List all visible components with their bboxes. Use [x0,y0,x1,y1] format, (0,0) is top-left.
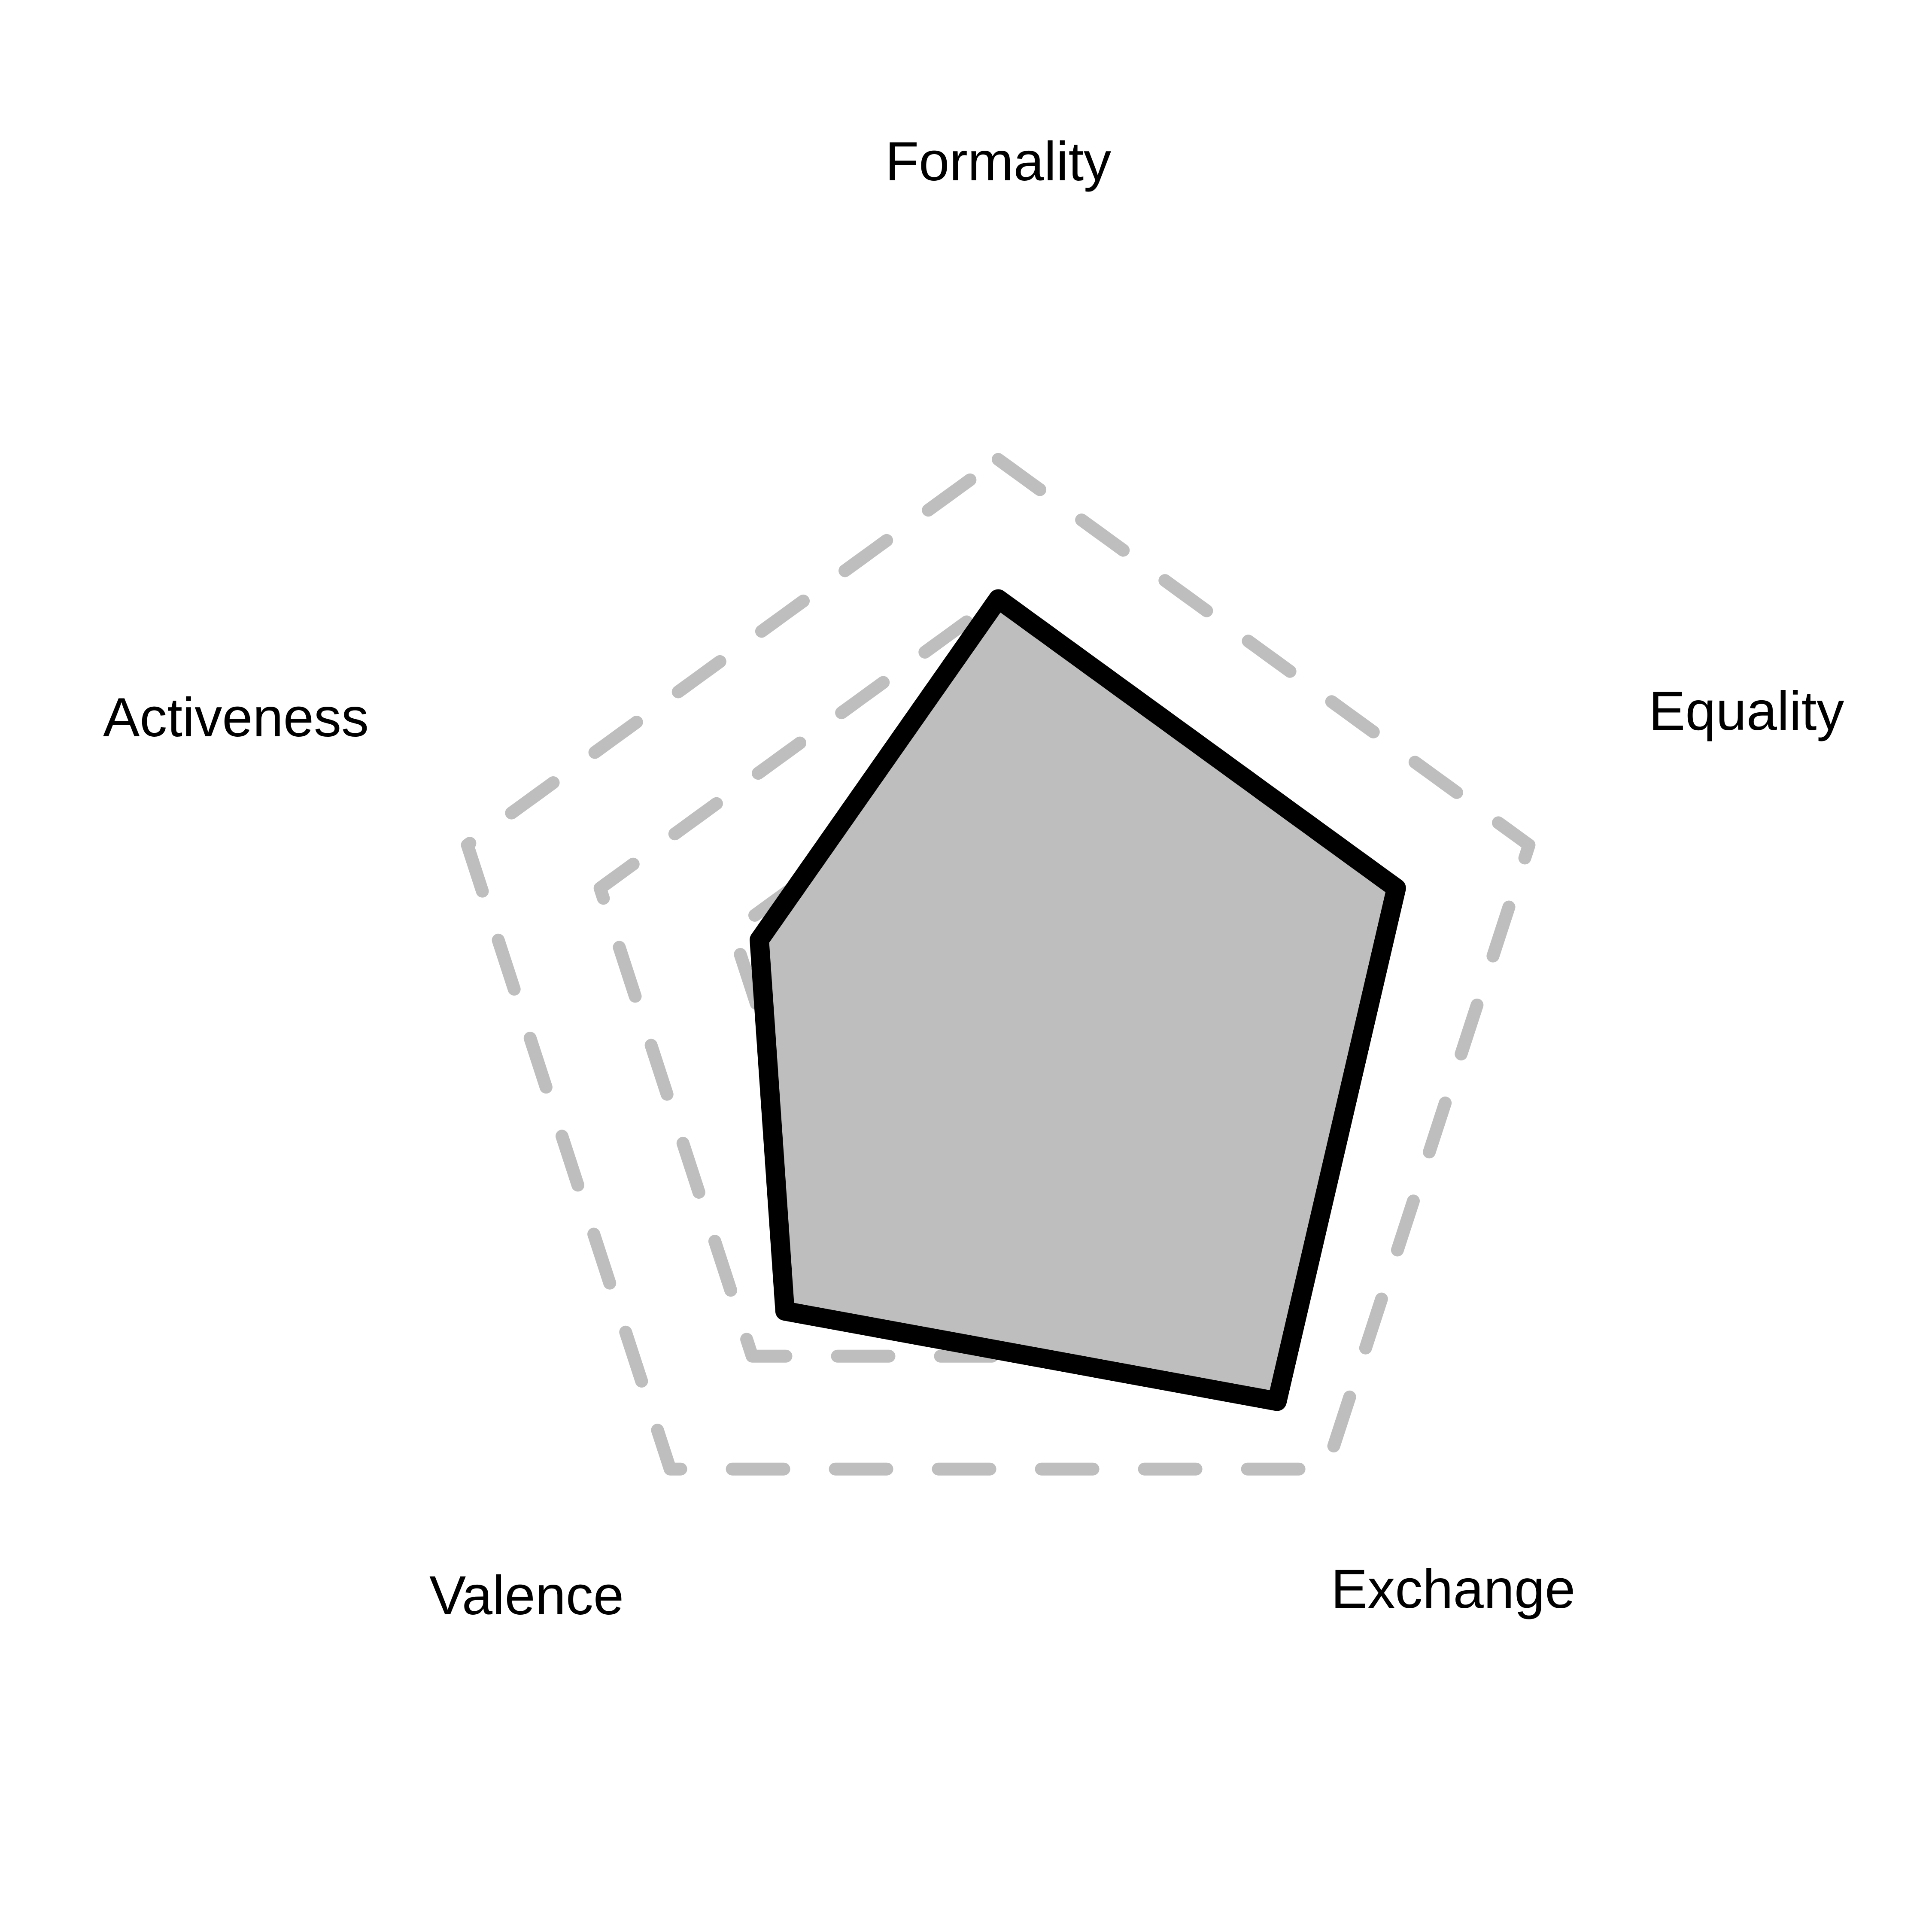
data-point-valence [775,1301,795,1321]
data-point-activeness [750,930,769,950]
axis-label-formality: Formality [885,131,1111,192]
axis-label-exchange: Exchange [1331,1558,1575,1620]
gridline-ring-3 [461,453,1536,1476]
axis-label-valence: Valence [429,1565,624,1626]
data-point-formality [989,589,1008,608]
data-point-exchange [1267,1392,1287,1411]
axis-label-equality: Equality [1649,680,1844,742]
radar-data [750,589,1406,1411]
series-polygon-1 [750,589,1406,1411]
data-point-equality [1387,878,1406,898]
axis-labels: Formality Equality Exchange Valence Activene… [103,131,1844,1626]
axis-label-activeness: Activeness [103,687,369,748]
